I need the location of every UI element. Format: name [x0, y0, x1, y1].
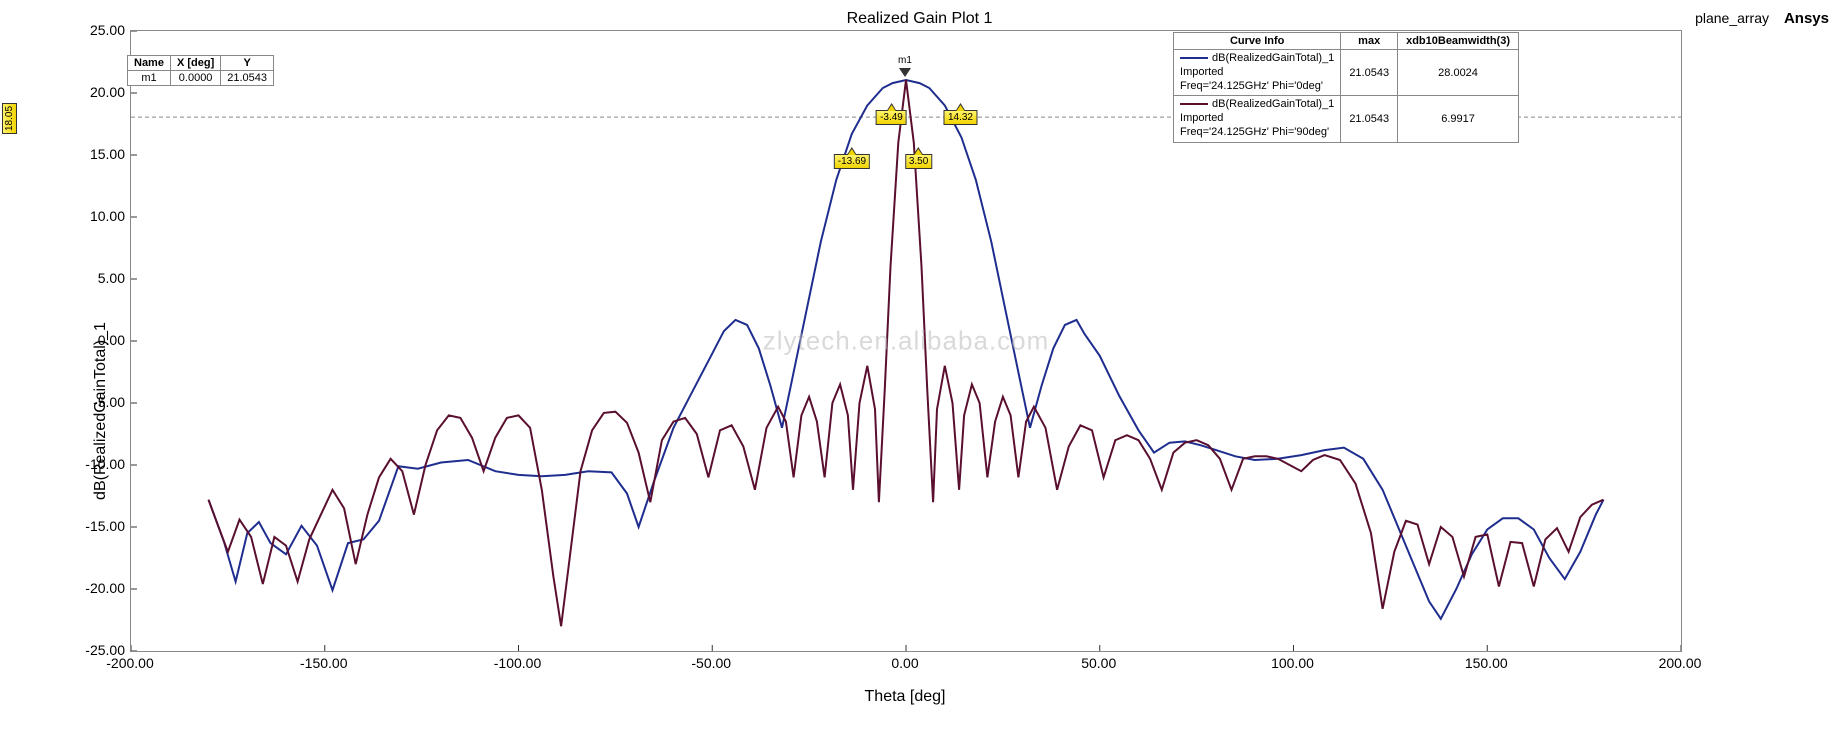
curve-table-header: Curve Info [1174, 33, 1341, 50]
curve-info-table[interactable]: Curve Infomaxxdb10Beamwidth(3) dB(Realiz… [1173, 32, 1519, 143]
chart-title: Realized Gain Plot 1 [0, 10, 1839, 28]
x-tick: 50.00 [1064, 655, 1134, 671]
marker-table-header: Y [221, 56, 274, 71]
y-tick: 15.00 [65, 146, 125, 162]
vendor-label: Ansys [1784, 10, 1829, 27]
curve-table-header: max [1341, 33, 1398, 50]
value-flag[interactable]: -13.69 [834, 154, 870, 169]
marker-table-row[interactable]: m10.000021.0543 [128, 71, 274, 86]
marker-label[interactable]: m1 [898, 55, 912, 66]
x-tick: -50.00 [676, 655, 746, 671]
y-tick: 25.00 [65, 22, 125, 38]
watermark: zlytech.en.alibaba.com [763, 326, 1049, 357]
y-tick: -20.00 [65, 580, 125, 596]
y-tick: -5.00 [65, 394, 125, 410]
y-tick: 5.00 [65, 270, 125, 286]
legend-swatch [1180, 57, 1208, 59]
x-tick: -100.00 [483, 655, 553, 671]
y-tick: 0.00 [65, 332, 125, 348]
marker-table[interactable]: NameX [deg]Y m10.000021.0543 [127, 55, 274, 86]
curve-table-header: xdb10Beamwidth(3) [1398, 33, 1519, 50]
x-axis-label: Theta [deg] [130, 688, 1680, 706]
x-tick: -200.00 [95, 655, 165, 671]
x-tick: 200.00 [1645, 655, 1715, 671]
design-name: plane_array [1695, 10, 1769, 26]
chart-container: Realized Gain Plot 1 plane_array Ansys d… [0, 0, 1839, 747]
y-tick: -15.00 [65, 518, 125, 534]
y-tick: 20.00 [65, 84, 125, 100]
y-tick: -10.00 [65, 456, 125, 472]
marker-table-header: Name [128, 56, 171, 71]
marker-triangle-icon [900, 69, 910, 77]
y-cursor-label[interactable]: 18.05 [2, 103, 17, 134]
marker-table-header: X [deg] [170, 56, 220, 71]
value-flag[interactable]: 14.32 [944, 110, 977, 125]
curve-table-row[interactable]: dB(RealizedGainTotal)_1ImportedFreq='24.… [1174, 50, 1519, 96]
curve-table-row[interactable]: dB(RealizedGainTotal)_1ImportedFreq='24.… [1174, 96, 1519, 142]
x-tick: -150.00 [289, 655, 359, 671]
y-tick: 10.00 [65, 208, 125, 224]
legend-swatch [1180, 103, 1208, 105]
x-tick: 100.00 [1258, 655, 1328, 671]
x-tick: 150.00 [1451, 655, 1521, 671]
value-flag[interactable]: 3.50 [905, 154, 932, 169]
x-tick: 0.00 [870, 655, 940, 671]
y-axis-label: dB(RealizedGainTotal)_1 [92, 322, 110, 500]
value-flag[interactable]: -3.49 [876, 110, 907, 125]
